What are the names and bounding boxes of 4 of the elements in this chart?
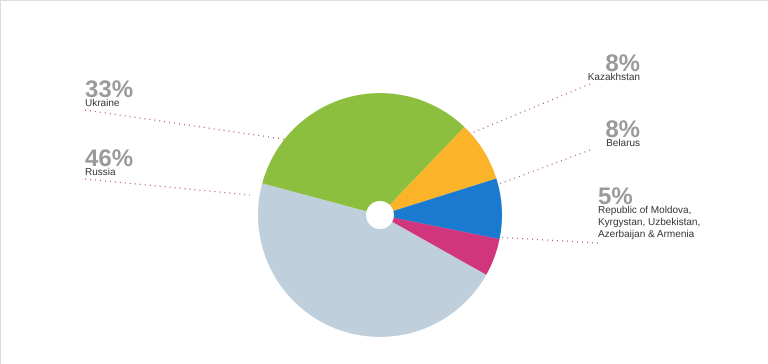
slice-label: Russia [85,167,116,178]
slice-label: Belarus [606,138,640,149]
slice-label: Ukraine [85,98,120,109]
slice-label: Kazakhstan [588,72,640,83]
